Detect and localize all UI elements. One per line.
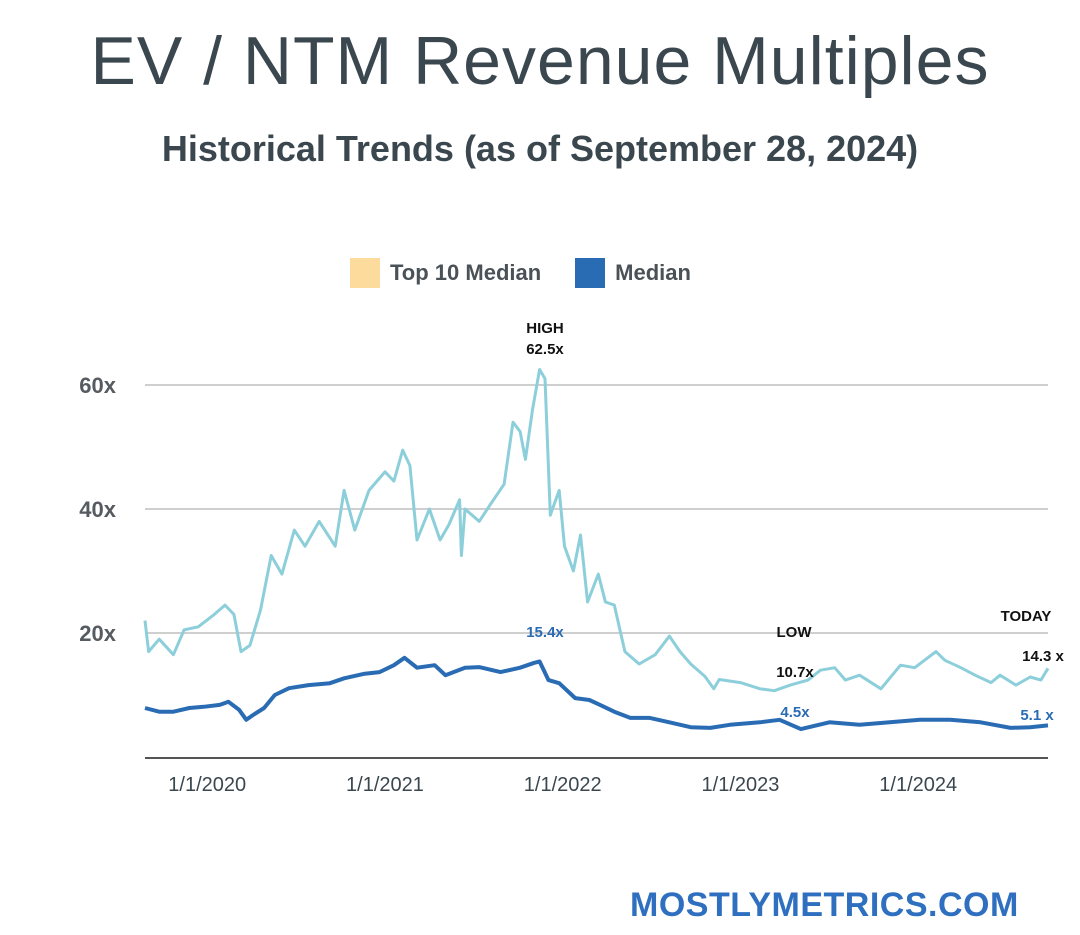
legend: Top 10 Median Median xyxy=(350,258,725,288)
x-tick-label: 1/1/2023 xyxy=(702,774,780,796)
legend-label-top10: Top 10 Median xyxy=(390,260,542,285)
annotation-median-low: 4.5x xyxy=(780,704,810,721)
x-tick-label: 1/1/2021 xyxy=(346,774,424,796)
legend-swatch-median xyxy=(575,258,606,288)
annotation-median-today: 5.1 x xyxy=(1020,707,1054,724)
series-line-median xyxy=(144,655,1049,732)
x-tick-label: 1/1/2024 xyxy=(879,774,957,796)
y-tick-label: 60x xyxy=(79,373,116,398)
legend-label-median: Median xyxy=(615,260,691,285)
y-tick-label: 40x xyxy=(79,497,116,522)
annotation-high: HIGH xyxy=(526,320,564,337)
series-line-top10-median xyxy=(143,368,1050,693)
annotation-today: TODAY xyxy=(1001,608,1052,625)
chart-subtitle: Historical Trends (as of September 28, 2… xyxy=(161,128,919,169)
brand-footer[interactable]: MOSTLYMETRICS.COM xyxy=(630,886,1019,924)
annotation-high: 62.5x xyxy=(526,341,564,358)
legend-item-top10[interactable]: Top 10 Median xyxy=(350,258,541,288)
chart-title: EV / NTM Revenue Multiples xyxy=(90,23,990,99)
annotation-low: LOW xyxy=(777,624,813,641)
x-tick-label: 1/1/2022 xyxy=(524,774,602,796)
annotation-today: 14.3 x xyxy=(1022,648,1064,665)
annotation-median-high: 15.4x xyxy=(526,624,564,641)
y-tick-label: 20x xyxy=(79,621,116,646)
legend-swatch-top10 xyxy=(350,258,380,288)
annotation-low: 10.7x xyxy=(776,664,814,681)
x-tick-label: 1/1/2020 xyxy=(168,774,246,796)
legend-item-median[interactable]: Median xyxy=(575,258,691,288)
